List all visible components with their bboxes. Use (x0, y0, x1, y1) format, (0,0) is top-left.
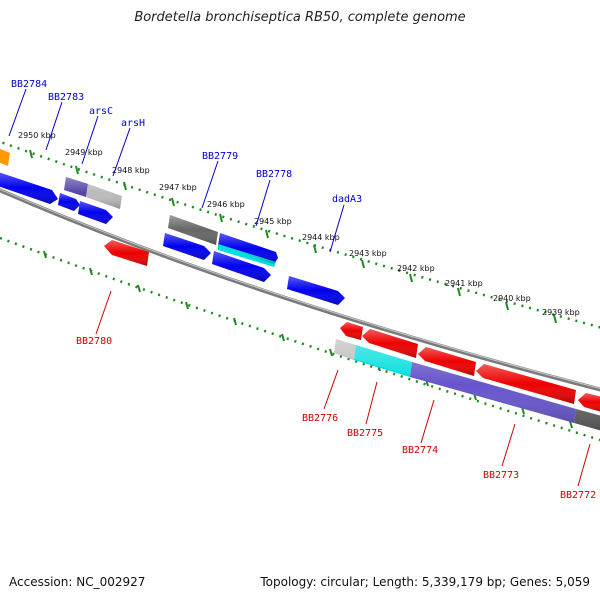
reverse-label-leaders (95, 290, 591, 487)
genome-backbone (0, 188, 600, 392)
reverse-genes (104, 240, 600, 431)
forward-label-leaders (8, 88, 345, 253)
forward-gene-labels: BB2784 BB2783 arsC arsH BB2779 BB2778 da… (11, 79, 362, 205)
kbp-label: 2949 kbp (65, 148, 103, 157)
gene-label-reverse: BB2775 (347, 428, 383, 439)
gene-orange[interactable] (0, 148, 10, 166)
gene-label-forward: BB2783 (48, 92, 84, 103)
forward-major-ticks (29, 149, 557, 324)
gene-label-reverse: BB2780 (76, 336, 112, 347)
kbp-label: 2943 kbp (349, 249, 387, 258)
kbp-label: 2940 kbp (493, 294, 531, 303)
kbp-label: 2946 kbp (207, 200, 245, 209)
accession-text: Accession: NC_002927 (9, 575, 146, 589)
gene-label-reverse: BB2772 (560, 490, 596, 501)
gene-label-reverse: BB2776 (302, 413, 338, 424)
kbp-label: 2950 kbp (18, 131, 56, 140)
gene-label-forward: BB2779 (202, 151, 238, 162)
forward-tick-track (0, 140, 600, 329)
gene-label-forward: BB2784 (11, 79, 47, 90)
genome-summary-text: Topology: circular; Length: 5,339,179 bp… (260, 575, 590, 589)
forward-genes (0, 148, 345, 305)
kbp-label: 2942 kbp (397, 264, 435, 273)
gene-label-reverse: BB2774 (402, 445, 438, 456)
kbp-label: 2947 kbp (159, 183, 197, 192)
gene-label-forward: arsH (121, 118, 145, 129)
kbp-label: 2939 kbp (542, 308, 580, 317)
gene-label-forward: BB2778 (256, 169, 292, 180)
page-title: Bordetella bronchiseptica RB50, complete… (134, 10, 466, 25)
kbp-labels: 2950 kbp 2949 kbp 2948 kbp 2947 kbp 2946… (18, 131, 580, 317)
reverse-gene-labels: BB2780 BB2776 BB2775 BB2774 BB2773 BB277… (76, 336, 596, 501)
kbp-label: 2944 kbp (302, 233, 340, 242)
kbp-label: 2945 kbp (254, 217, 292, 226)
kbp-label: 2941 kbp (445, 279, 483, 288)
reverse-major-ticks (43, 250, 573, 429)
genome-backbone-highlight (0, 188, 600, 389)
gene-label-reverse: BB2773 (483, 470, 519, 481)
gene-label-forward: dadA3 (332, 194, 362, 205)
gene-label-forward: arsC (89, 106, 113, 117)
kbp-label: 2948 kbp (112, 166, 150, 175)
